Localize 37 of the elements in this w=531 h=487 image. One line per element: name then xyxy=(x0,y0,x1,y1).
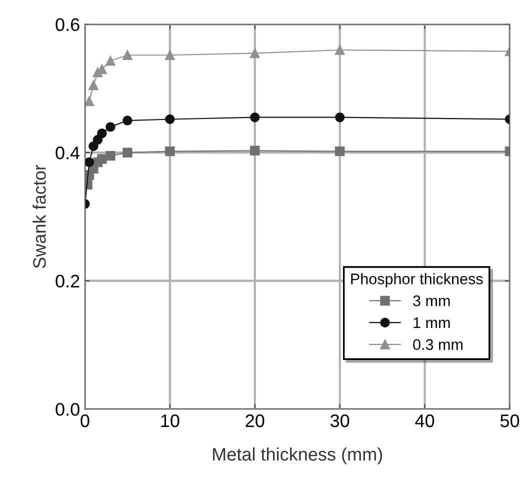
point xyxy=(97,154,107,164)
point xyxy=(84,157,94,168)
y-axis-title: Swank factor xyxy=(32,164,46,268)
point xyxy=(334,146,345,156)
point xyxy=(122,50,132,60)
point xyxy=(92,134,103,145)
point xyxy=(84,96,94,106)
y-tick-label: 0.0 xyxy=(56,403,80,416)
point xyxy=(165,146,175,156)
point xyxy=(165,114,175,124)
point xyxy=(334,45,345,55)
point xyxy=(88,80,98,90)
point xyxy=(334,112,345,122)
legend-label: 3 mm xyxy=(413,295,450,306)
point xyxy=(106,56,116,66)
point xyxy=(106,150,116,161)
legend-title: Phosphor thickness xyxy=(351,273,483,288)
x-tick-label: 40 xyxy=(415,414,434,428)
legend-label: 0.3 mm xyxy=(413,339,462,350)
y-tick-label: 0.2 xyxy=(56,274,80,288)
x-tick-label: 50 xyxy=(500,414,520,428)
legend-label: 1 mm xyxy=(414,317,450,328)
x-tick-label: 10 xyxy=(161,414,180,428)
point xyxy=(106,122,116,132)
y-tick-label: 0.6 xyxy=(56,18,80,32)
point xyxy=(250,112,260,122)
point xyxy=(122,116,132,126)
point xyxy=(250,146,260,156)
x-axis-title: Metal thickness (mm) xyxy=(213,447,382,464)
y-tick-label: 0.4 xyxy=(56,146,80,160)
point xyxy=(250,48,260,58)
point xyxy=(165,50,175,60)
point xyxy=(122,148,132,158)
x-tick-label: 20 xyxy=(246,414,264,428)
point xyxy=(97,128,107,138)
x-tick-label: 30 xyxy=(330,414,350,428)
x-tick-label: 0 xyxy=(80,414,90,428)
